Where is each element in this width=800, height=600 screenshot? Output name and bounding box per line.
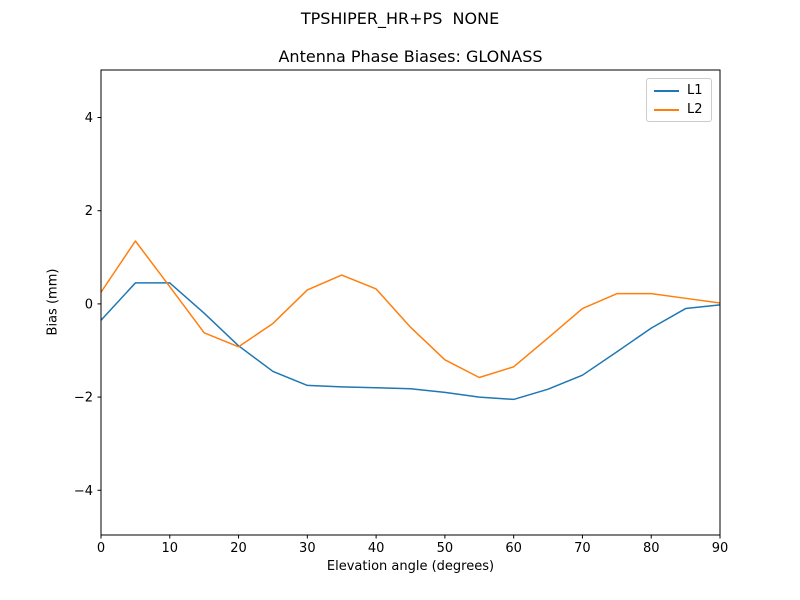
x-tick-label: 40 (368, 541, 385, 556)
legend-label-l1: L1 (687, 83, 703, 98)
y-tick-label: −2 (74, 391, 93, 406)
x-tick-label: 30 (299, 541, 316, 556)
y-axis-label: Bias (mm) (45, 268, 61, 336)
series-line-l1 (100, 282, 721, 401)
axes-spines (100, 69, 721, 536)
y-tick-label: 4 (85, 111, 93, 126)
l1-line-swatch (654, 89, 679, 92)
series-line-l2 (100, 240, 721, 379)
x-tick-label: 80 (643, 541, 660, 556)
axes-title: Antenna Phase Biases: GLONASS (278, 47, 543, 66)
x-tick-label: 90 (712, 541, 729, 556)
x-tick-label: 0 (97, 541, 105, 556)
figure-suptitle: TPSHIPER_HR+PS NONE (300, 9, 500, 28)
legend-entry-l1: L1 (654, 84, 704, 97)
legend: L1 L2 (646, 78, 712, 122)
y-tick-label: 2 (85, 204, 93, 219)
legend-entry-l2: L2 (654, 103, 704, 116)
x-tick-label: 20 (230, 541, 247, 556)
y-tick-label: 0 (85, 297, 93, 312)
legend-label-l2: L2 (687, 102, 703, 117)
x-axis-label: Elevation angle (degrees) (326, 559, 495, 574)
x-tick-label: 50 (437, 541, 454, 556)
l2-line-swatch (654, 108, 679, 111)
x-tick-label: 70 (574, 541, 591, 556)
x-tick-label: 60 (505, 541, 522, 556)
x-tick-label: 10 (162, 541, 179, 556)
y-tick-label: −4 (74, 484, 93, 499)
